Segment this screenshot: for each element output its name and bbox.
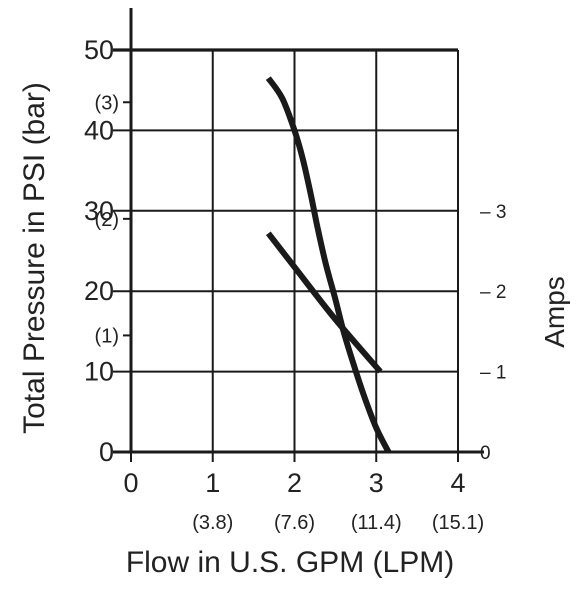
y-axis-title: Total Pressure in PSI (bar) (18, 82, 51, 434)
y-bar-label-1: (1) (95, 325, 119, 347)
series-line-1 (265, 76, 392, 454)
y-bar-label-2: (2) (95, 209, 119, 231)
series-layer (265, 76, 392, 454)
x-tick-sublabel-4: (15.1) (432, 512, 484, 534)
y2-tick-label-0: 0 (480, 443, 491, 464)
x-tick-label-4: 4 (450, 468, 465, 498)
x-tick-label-0: 0 (123, 468, 138, 498)
x-tick-sublabel-2: (7.6) (274, 512, 315, 534)
x-axis-title: Flow in U.S. GPM (LPM) (126, 546, 454, 579)
x-tick-label-1: 1 (205, 468, 220, 498)
y-tick-label-40: 40 (84, 115, 114, 145)
y-tick-label-20: 20 (84, 276, 114, 306)
y-tick-label-50: 50 (84, 35, 114, 65)
x-tick-label-2: 2 (287, 468, 302, 498)
y-tick-label-10: 10 (84, 357, 114, 387)
x-tick-label-3: 3 (369, 468, 384, 498)
y-tick-label-30: 30 (84, 196, 114, 226)
y-bar-label-3: (3) (95, 92, 119, 114)
grid-layer (113, 48, 459, 452)
y2-tick-label-3: – 3 (480, 202, 506, 223)
y2-tick-label-1: – 1 (480, 363, 506, 384)
y2-tick-label-2: – 2 (480, 282, 506, 303)
x-tick-sublabel-1: (3.8) (192, 512, 233, 534)
x-tick-sublabel-3: (11.4) (351, 512, 402, 534)
y-tick-label-0: 0 (99, 437, 114, 467)
series-line-2 (265, 231, 383, 374)
y2-axis-title: Amps (539, 276, 570, 348)
label-layer: 0 1 (3.8) 2 (7.6) 3 (11.4) 4 (15.1) 0 10 20 30 40 50 (1… (84, 35, 506, 534)
axes-layer (113, 8, 484, 462)
